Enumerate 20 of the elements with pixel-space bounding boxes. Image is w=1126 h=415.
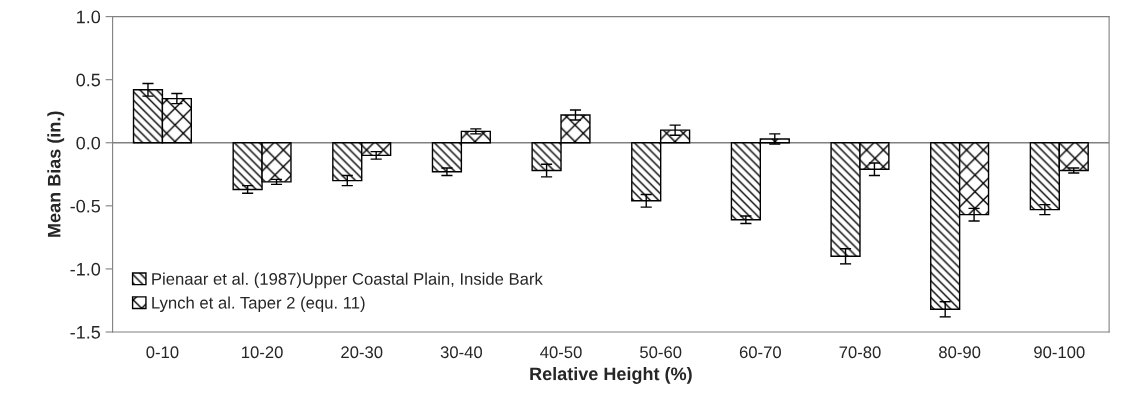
y-tick-label: 0.5 bbox=[76, 73, 101, 87]
y-tick-label: -0.5 bbox=[70, 199, 101, 213]
y-tick-label: 1.0 bbox=[77, 10, 101, 24]
y-tick-label: 0.0 bbox=[76, 136, 101, 150]
x-tick-label: 0-10 bbox=[146, 346, 179, 359]
legend-label: Pienaar et al. (1987)Upper Coastal Plain, Inside Bark bbox=[152, 272, 543, 289]
x-tick-label: 80-90 bbox=[939, 346, 981, 359]
y-tick-label: -1.5 bbox=[70, 326, 101, 339]
y-tick-label: -1.0 bbox=[70, 262, 101, 276]
x-tick-label: 90-100 bbox=[1034, 346, 1085, 359]
x-tick-label: 40-50 bbox=[540, 346, 582, 359]
x-tick-label: 60-70 bbox=[739, 346, 781, 359]
x-axis-title: Relative Height (%) bbox=[530, 366, 692, 384]
x-tick-label: 50-60 bbox=[640, 346, 682, 359]
x-tick-label: 70-80 bbox=[839, 346, 881, 359]
x-tick-label: 20-30 bbox=[341, 346, 383, 359]
y-axis-title: Mean Bias (in.) bbox=[47, 111, 65, 237]
legend-label: Lynch et al. Taper 2 (equ. 11) bbox=[152, 296, 365, 312]
x-tick-label: 10-20 bbox=[242, 346, 283, 359]
x-tick-label: 30-40 bbox=[440, 346, 483, 359]
